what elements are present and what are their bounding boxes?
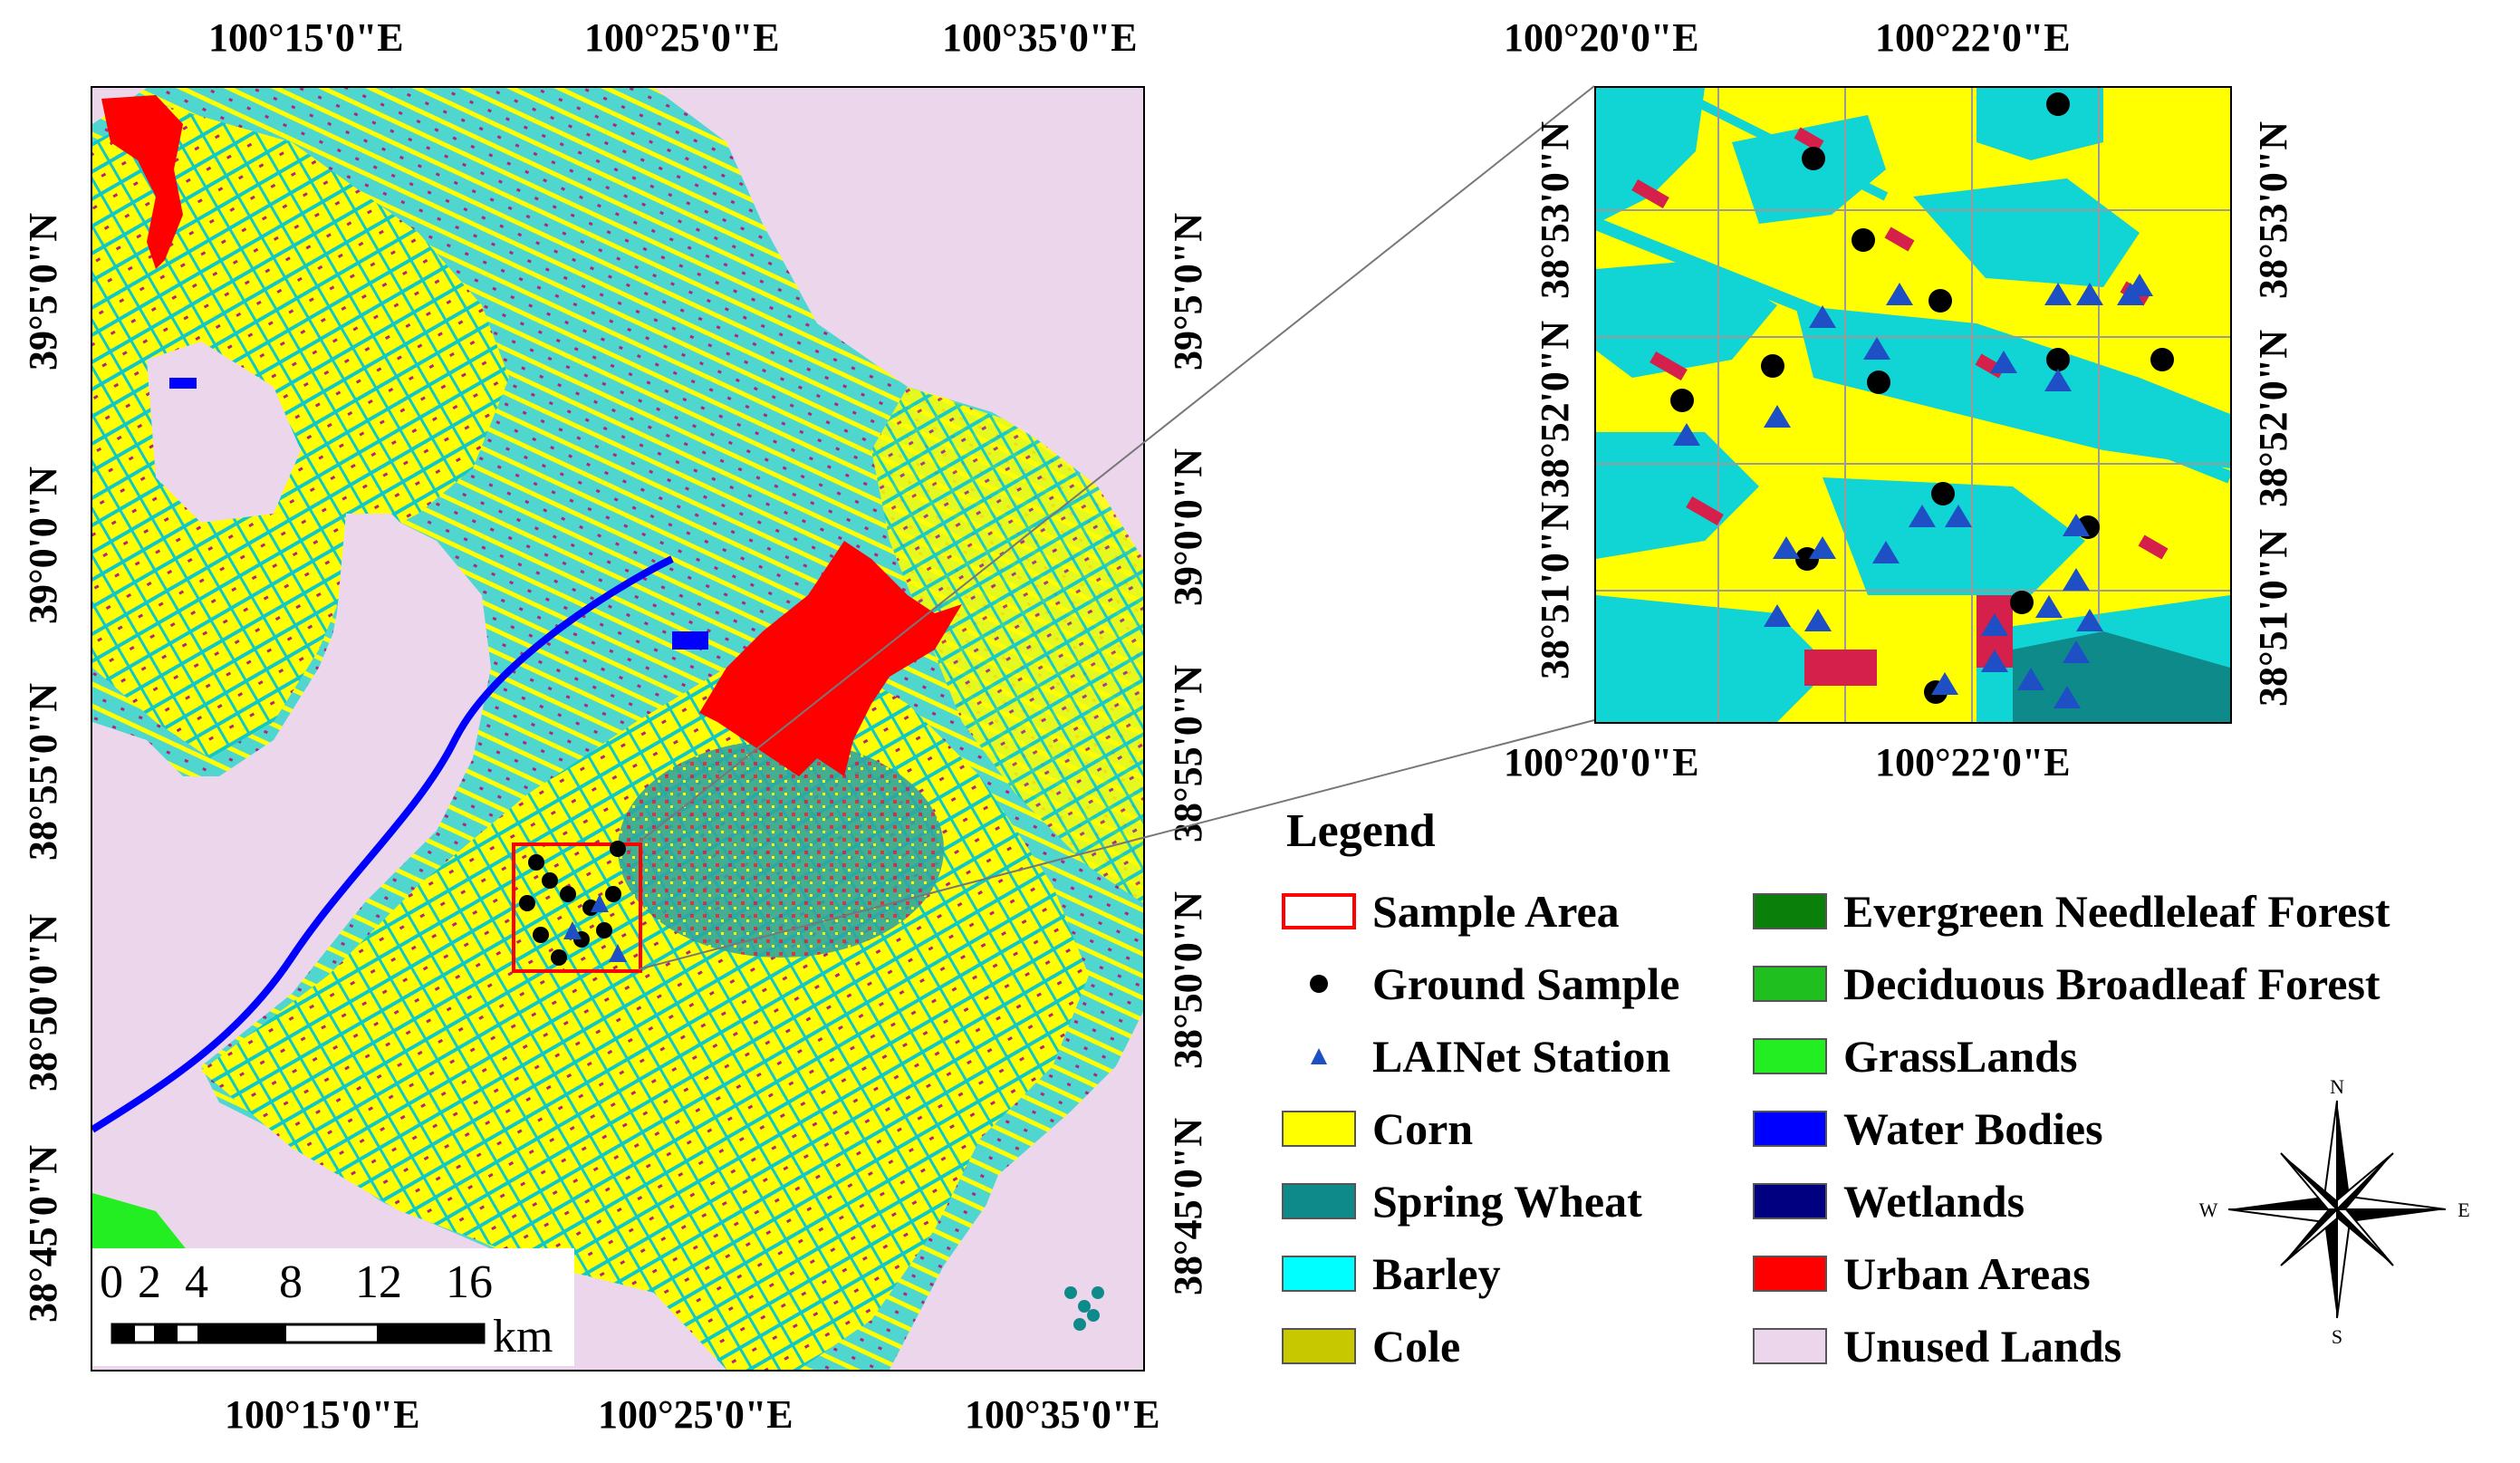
water-body-center — [672, 631, 708, 650]
scale-tick-12: 12 — [355, 1256, 402, 1308]
scale-tick-2: 2 — [138, 1256, 161, 1308]
legend-item-unused-lands: Unused Lands — [1753, 1321, 2122, 1372]
legend-item-grasslands: GrassLands — [1753, 1031, 2078, 1082]
water-body-north — [169, 378, 197, 389]
legend-swatch — [1753, 1038, 1827, 1074]
compass-s: S — [2332, 1325, 2342, 1348]
urban-area-city — [699, 541, 962, 776]
legend-swatch — [1282, 893, 1356, 929]
grassland-patch — [92, 1193, 192, 1266]
legend-swatch — [1753, 1111, 1827, 1147]
unused-land-central — [174, 514, 473, 985]
sample-area-box — [512, 842, 642, 973]
main-bottom-lon-3: 100°35'0"E — [965, 1392, 1160, 1437]
main-top-lon-1: 100°15'0"E — [208, 15, 404, 60]
legend-label: Evergreen Needleleaf Forest — [1843, 886, 2390, 937]
corn-region-north — [92, 106, 509, 758]
legend-label: LAINet Station — [1372, 1031, 1671, 1082]
scale-tick-16: 16 — [446, 1256, 493, 1308]
inset-grid — [1596, 88, 2230, 722]
inset-map — [1594, 86, 2232, 724]
legend-swatch — [1282, 1111, 1356, 1147]
inset-right-lat-3: 38°51'0"N — [2251, 528, 2295, 707]
compass-n: N — [2330, 1075, 2344, 1098]
inset-top-lon-2: 100°22'0"E — [1875, 15, 2071, 60]
legend-label: Urban Areas — [1843, 1248, 2091, 1299]
main-top-lon-2: 100°25'0"E — [584, 15, 780, 60]
legend-item-water-bodies: Water Bodies — [1753, 1103, 2103, 1154]
inset-left-lat-3: 38°51'0"N — [1533, 501, 1577, 680]
legend-label: Barley — [1372, 1248, 1501, 1299]
inset-right-lat-1: 38°53'0"N — [2251, 120, 2295, 300]
legend-swatch — [1753, 1328, 1827, 1364]
main-bottom-lon-2: 100°25'0"E — [598, 1392, 794, 1437]
legend-swatch — [1282, 1256, 1356, 1292]
compass-w: W — [2199, 1198, 2218, 1221]
legend-item-sample-area: Sample Area — [1282, 886, 1620, 937]
corn-region-east — [871, 387, 1143, 903]
inset-urban-strips — [1631, 127, 2169, 686]
main-map-graphic — [92, 88, 1143, 1370]
legend-swatch — [1753, 1256, 1827, 1292]
legend-swatch — [1753, 893, 1827, 929]
main-top-lon-3: 100°35'0"E — [942, 15, 1138, 60]
unused-land-northeast — [726, 88, 1143, 523]
scale-bar: 0 2 4 8 12 16 km — [92, 1248, 574, 1366]
legend-item-urban-areas: Urban Areas — [1753, 1248, 2091, 1299]
legend-label: Unused Lands — [1843, 1321, 2122, 1372]
scale-tick-4: 4 — [185, 1256, 208, 1308]
urban-area-north — [101, 95, 183, 269]
unused-land-southeast — [890, 1048, 1143, 1370]
sample-area-points — [519, 841, 627, 966]
legend-item-evergreen-needleleaf-forest: Evergreen Needleleaf Forest — [1753, 886, 2390, 937]
legend-label: Ground Sample — [1372, 958, 1680, 1009]
inset-left-lat-1: 38°53'0"N — [1533, 120, 1577, 300]
legend-item-ground-sample: Ground Sample — [1282, 958, 1680, 1009]
inset-top-lon-1: 100°20'0"E — [1504, 15, 1699, 60]
legend-item-barley: Barley — [1282, 1248, 1501, 1299]
inset-left-lat-2: 38°52'0"N — [1533, 320, 1577, 499]
scale-bar-graphic — [111, 1323, 486, 1344]
wetland-dots — [1064, 1286, 1104, 1331]
legend-swatch — [1753, 966, 1827, 1002]
legend-label: Corn — [1372, 1103, 1474, 1154]
legend-item-corn: Corn — [1282, 1103, 1474, 1154]
inset-bottom-lon-2: 100°22'0"E — [1875, 740, 2071, 784]
compass-rose-icon: N S E W — [2199, 1075, 2470, 1348]
lainet-station-triangle-icon — [1282, 1038, 1356, 1074]
inset-lainet-stations — [1673, 274, 2153, 708]
legend-item-deciduous-broadleaf-forest: Deciduous Broadleaf Forest — [1753, 958, 2381, 1009]
river — [92, 555, 674, 1133]
legend-item-spring-wheat: Spring Wheat — [1282, 1176, 1642, 1227]
ground-sample-dot-icon — [1282, 966, 1356, 1002]
compass-e: E — [2457, 1198, 2469, 1221]
legend-item-lainet-station: LAINet Station — [1282, 1031, 1671, 1082]
legend-swatch — [1282, 1328, 1356, 1364]
legend-label: Spring Wheat — [1372, 1176, 1642, 1227]
main-bottom-lon-1: 100°15'0"E — [225, 1392, 420, 1437]
legend-label: GrassLands — [1843, 1031, 2078, 1082]
scale-tick-0: 0 — [100, 1256, 123, 1308]
inset-bottom-lon-1: 100°20'0"E — [1504, 740, 1699, 784]
main-map — [91, 86, 1145, 1372]
legend-swatch — [1753, 1183, 1827, 1219]
inset-map-graphic — [1596, 88, 2230, 722]
legend-swatch — [1282, 1183, 1356, 1219]
legend-label: Sample Area — [1372, 886, 1620, 937]
legend-label: Cole — [1372, 1321, 1461, 1372]
inset-right-lat-2: 38°52'0"N — [2251, 329, 2295, 508]
legend-label: Deciduous Broadleaf Forest — [1843, 958, 2381, 1009]
legend-item-wetlands: Wetlands — [1753, 1176, 2025, 1227]
scale-unit: km — [493, 1311, 553, 1362]
legend-title: Legend — [1286, 805, 1436, 857]
legend-label: Water Bodies — [1843, 1103, 2103, 1154]
scale-tick-8: 8 — [279, 1256, 303, 1308]
legend-label: Wetlands — [1843, 1176, 2025, 1227]
legend-item-cole: Cole — [1282, 1321, 1461, 1372]
